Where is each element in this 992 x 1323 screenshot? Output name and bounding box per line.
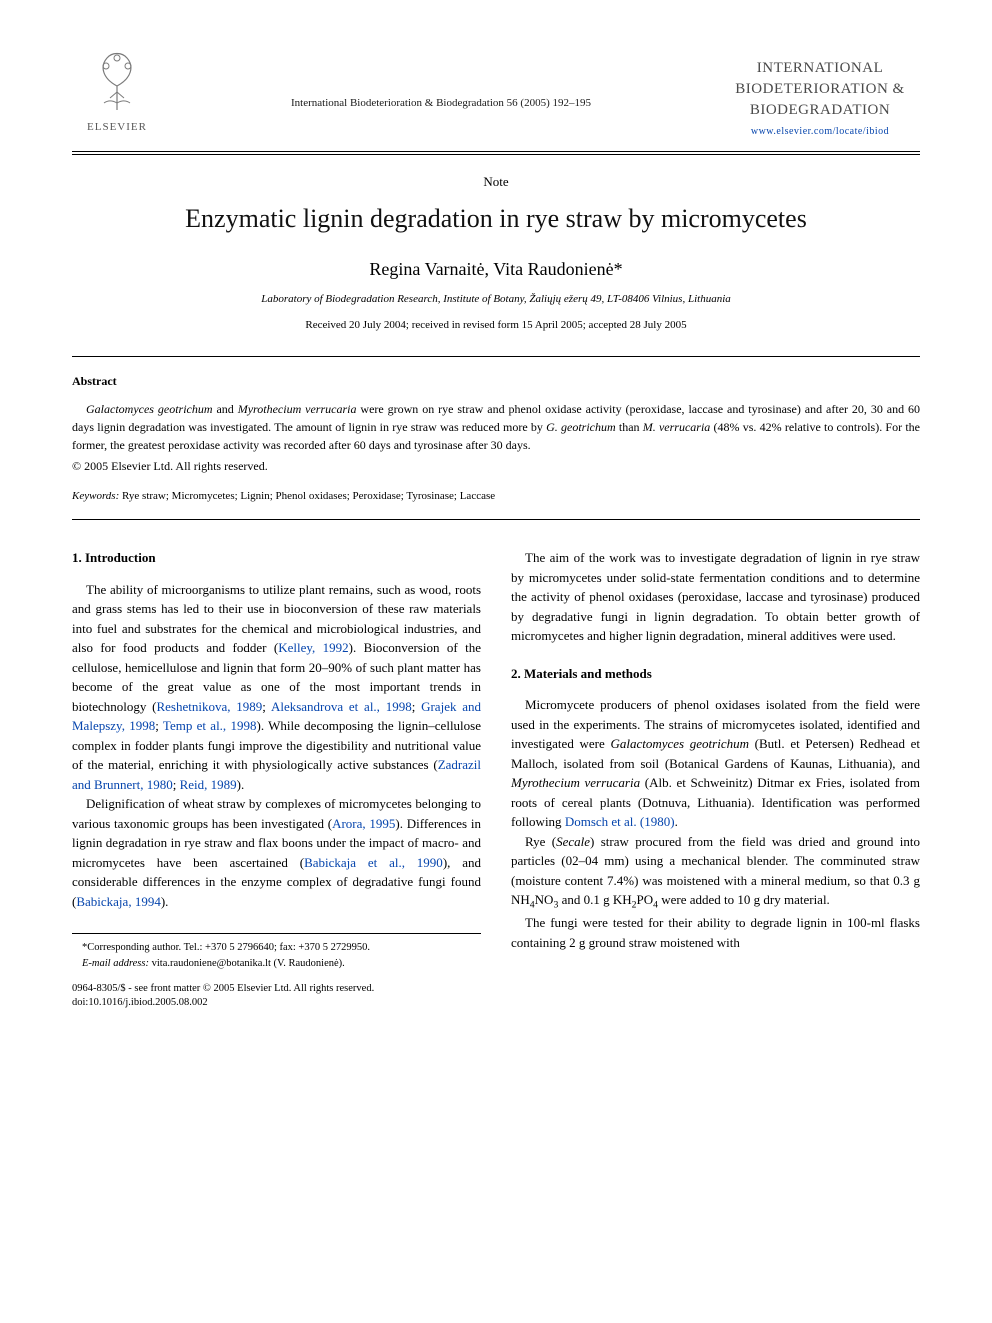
affiliation: Laboratory of Biodegradation Research, I… <box>72 292 920 308</box>
citation-link[interactable]: Kelley, 1992 <box>278 640 348 655</box>
intro-paragraph: Delignification of wheat straw by comple… <box>72 794 481 911</box>
article-dates: Received 20 July 2004; received in revis… <box>72 318 920 334</box>
intro-paragraph: The ability of microorganisms to utilize… <box>72 580 481 795</box>
footer-line: 0964-8305/$ - see front matter © 2005 El… <box>72 982 481 996</box>
citation-link[interactable]: Babickaja et al., 1990 <box>304 855 443 870</box>
authors: Regina Varnaitė, Vita Raudonienė* <box>72 256 920 282</box>
page-header: ELSEVIER International Biodeterioration … <box>72 48 920 143</box>
divider <box>72 519 920 520</box>
intro-paragraph: The aim of the work was to investigate d… <box>511 548 920 646</box>
citation-link[interactable]: Babickaja, 1994 <box>76 894 160 909</box>
journal-title-line: BIODEGRADATION <box>724 100 916 121</box>
article-type: Note <box>72 173 920 192</box>
journal-reference: International Biodeterioration & Biodegr… <box>162 48 720 112</box>
section-heading-methods: 2. Materials and methods <box>511 664 920 684</box>
article-title: Enzymatic lignin degradation in rye stra… <box>72 200 920 238</box>
journal-title-line: BIODETERIORATION & <box>724 79 916 100</box>
divider <box>72 154 920 155</box>
corresponding-author-footnote: *Corresponding author. Tel.: +370 5 2796… <box>72 933 481 972</box>
methods-paragraph: Micromycete producers of phenol oxidases… <box>511 695 920 832</box>
section-heading-intro: 1. Introduction <box>72 548 481 568</box>
keywords-text: Rye straw; Micromycetes; Lignin; Phenol … <box>119 490 495 502</box>
citation-link[interactable]: Arora, 1995 <box>332 816 395 831</box>
publisher-logo: ELSEVIER <box>72 48 162 136</box>
citation-link[interactable]: Domsch et al. (1980) <box>565 814 675 829</box>
citation-link[interactable]: Reshetnikova, 1989 <box>156 699 262 714</box>
citation-link[interactable]: Reid, 1989 <box>180 777 237 792</box>
species-name: Galactomyces geotrichum <box>610 736 749 751</box>
journal-title-line: INTERNATIONAL <box>724 58 916 79</box>
species-name: M. verrucaria <box>643 420 711 434</box>
species-name: Secale <box>556 834 590 849</box>
journal-url-link[interactable]: www.elsevier.com/locate/ibiod <box>724 125 916 139</box>
copyright-line: © 2005 Elsevier Ltd. All rights reserved… <box>72 458 920 475</box>
species-name: G. geotrichum <box>546 420 616 434</box>
methods-paragraph: Rye (Secale) straw procured from the fie… <box>511 832 920 914</box>
footnote-email: E-mail address: vita.raudoniene@botanika… <box>72 956 481 972</box>
elsevier-tree-icon <box>82 48 152 118</box>
species-name: Myrothecium verrucaria <box>511 775 640 790</box>
citation-link[interactable]: Aleksandrova et al., 1998 <box>271 699 412 714</box>
footnote-line: *Corresponding author. Tel.: +370 5 2796… <box>72 940 481 956</box>
article-body: 1. Introduction The ability of microorga… <box>72 548 920 1010</box>
divider <box>72 151 920 152</box>
publisher-name: ELSEVIER <box>87 120 147 136</box>
species-name: Galactomyces geotrichum <box>86 402 213 416</box>
journal-title-box: INTERNATIONAL BIODETERIORATION & BIODEGR… <box>720 48 920 143</box>
keywords-label: Keywords: <box>72 490 119 502</box>
citation-link[interactable]: Temp et al., 1998 <box>163 718 257 733</box>
divider <box>72 356 920 357</box>
methods-paragraph: The fungi were tested for their ability … <box>511 913 920 952</box>
abstract-heading: Abstract <box>72 373 920 390</box>
footer-line: doi:10.1016/j.ibiod.2005.08.002 <box>72 996 481 1010</box>
keywords-block: Keywords: Rye straw; Micromycetes; Ligni… <box>72 489 920 505</box>
abstract-body: Galactomyces geotrichum and Myrothecium … <box>72 400 920 454</box>
species-name: Myrothecium verrucaria <box>238 402 357 416</box>
footer-meta: 0964-8305/$ - see front matter © 2005 El… <box>72 982 481 1010</box>
